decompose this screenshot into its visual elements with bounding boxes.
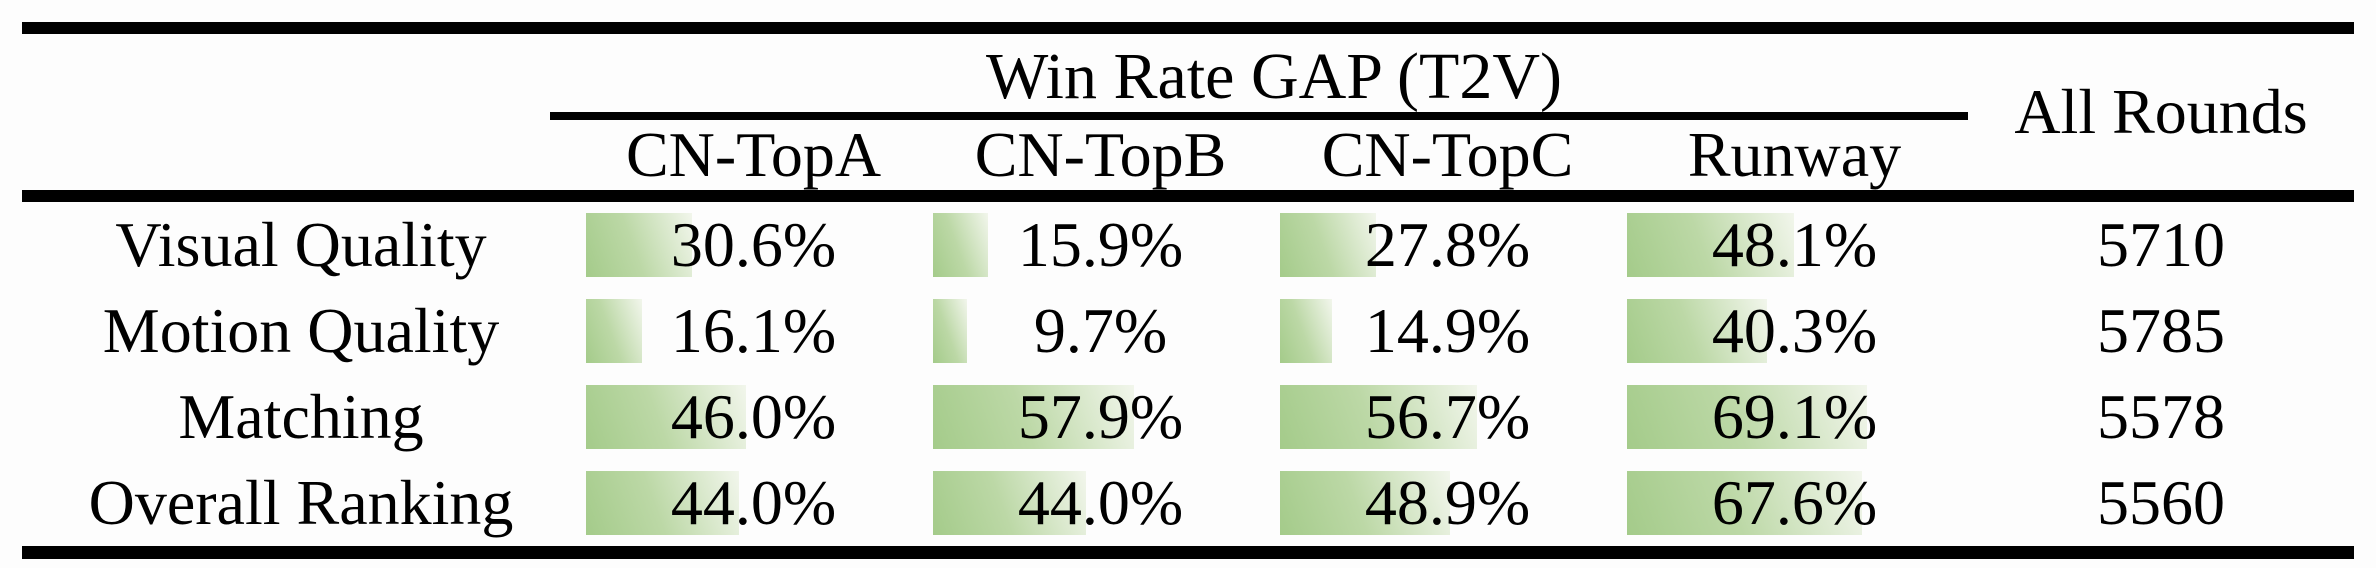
win-rate-value: 48.1%: [1711, 209, 1878, 280]
win-rate-value: 46.0%: [670, 381, 837, 452]
group-header-title: Win Rate GAP (T2V): [986, 40, 1562, 113]
row-label-visual-quality: Visual Quality: [22, 202, 580, 288]
win-rate-databar: [933, 213, 989, 277]
row-label: Matching: [178, 381, 424, 452]
column-header-label: CN-TopA: [625, 119, 882, 190]
value-cell: 44.0%: [927, 460, 1274, 546]
win-rate-databar: [933, 385, 1134, 449]
win-rate-databar: [1627, 471, 1862, 535]
column-header-label: CN-TopC: [1321, 119, 1574, 190]
value-cell: 48.9%: [1274, 460, 1621, 546]
all-rounds-cell: 5560: [1968, 460, 2354, 546]
row-label: Motion Quality: [102, 295, 500, 366]
win-rate-databar: [933, 299, 967, 363]
value-cell: 46.0%: [580, 374, 927, 460]
win-rate-value: 15.9%: [1017, 209, 1184, 280]
win-rate-value: 9.7%: [1033, 295, 1168, 366]
value-cell: 44.0%: [580, 460, 927, 546]
all-rounds-value: 5710: [2097, 209, 2225, 280]
value-cell: 14.9%: [1274, 288, 1621, 374]
all-rounds-cell: 5710: [1968, 202, 2354, 288]
column-header-runway: Runway: [1621, 119, 1968, 190]
column-header-cn-topb: CN-TopB: [927, 119, 1274, 190]
value-cell: 67.6%: [1621, 460, 1968, 546]
win-rate-value: 16.1%: [670, 295, 837, 366]
all-rounds-value: 5578: [2097, 381, 2225, 452]
column-header-cn-topc: CN-TopC: [1274, 119, 1621, 190]
value-cell: 27.8%: [1274, 202, 1621, 288]
column-header-label: Runway: [1687, 119, 1902, 190]
win-rate-value: 30.6%: [670, 209, 837, 280]
value-cell: 30.6%: [580, 202, 927, 288]
bottom-rule: [22, 546, 2354, 559]
win-rate-value: 69.1%: [1711, 381, 1878, 452]
group-header-underline-rule: [550, 112, 1968, 120]
all-rounds-cell: 5578: [1968, 374, 2354, 460]
value-cell: 56.7%: [1274, 374, 1621, 460]
column-header-cn-topa: CN-TopA: [580, 119, 927, 190]
row-label: Visual Quality: [115, 209, 487, 280]
win-rate-value: 48.9%: [1364, 467, 1531, 538]
all-rounds-header-cell: All Rounds: [1968, 34, 2354, 190]
win-rate-databar: [1280, 299, 1332, 363]
win-rate-databar: [933, 471, 1086, 535]
value-cell: 15.9%: [927, 202, 1274, 288]
value-cell: 16.1%: [580, 288, 927, 374]
all-rounds-header-label: All Rounds: [2014, 76, 2308, 147]
row-label: Overall Ranking: [88, 467, 514, 538]
win-rate-databar: [1627, 299, 1767, 363]
all-rounds-value: 5560: [2097, 467, 2225, 538]
win-rate-value: 14.9%: [1364, 295, 1531, 366]
win-rate-value: 67.6%: [1711, 467, 1878, 538]
win-rate-value: 56.7%: [1364, 381, 1531, 452]
win-rate-databar: [1280, 471, 1450, 535]
all-rounds-value: 5785: [2097, 295, 2225, 366]
row-label-matching: Matching: [22, 374, 580, 460]
value-cell: 40.3%: [1621, 288, 1968, 374]
group-header-cell: Win Rate GAP (T2V): [550, 34, 1968, 120]
all-rounds-cell: 5785: [1968, 288, 2354, 374]
win-rate-table: Win Rate GAP (T2V) All Rounds CN-TopA CN…: [22, 22, 2354, 559]
top-rule: [22, 22, 2354, 34]
win-rate-databar: [586, 471, 739, 535]
win-rate-value: 44.0%: [1017, 467, 1184, 538]
value-cell: 69.1%: [1621, 374, 1968, 460]
win-rate-value: 40.3%: [1711, 295, 1878, 366]
win-rate-databar: [586, 385, 746, 449]
win-rate-databar: [586, 213, 693, 277]
value-cell: 9.7%: [927, 288, 1274, 374]
value-cell: 57.9%: [927, 374, 1274, 460]
win-rate-value: 44.0%: [670, 467, 837, 538]
row-label-overall-ranking: Overall Ranking: [22, 460, 580, 546]
win-rate-value: 57.9%: [1017, 381, 1184, 452]
win-rate-databar: [1627, 213, 1794, 277]
win-rate-databar: [1280, 213, 1377, 277]
win-rate-databar: [1627, 385, 1867, 449]
win-rate-databar: [586, 299, 642, 363]
win-rate-databar: [1280, 385, 1477, 449]
value-cell: 48.1%: [1621, 202, 1968, 288]
win-rate-value: 27.8%: [1364, 209, 1531, 280]
row-label-motion-quality: Motion Quality: [22, 288, 580, 374]
header-separator-rule: [22, 190, 2354, 202]
column-header-label: CN-TopB: [974, 119, 1227, 190]
